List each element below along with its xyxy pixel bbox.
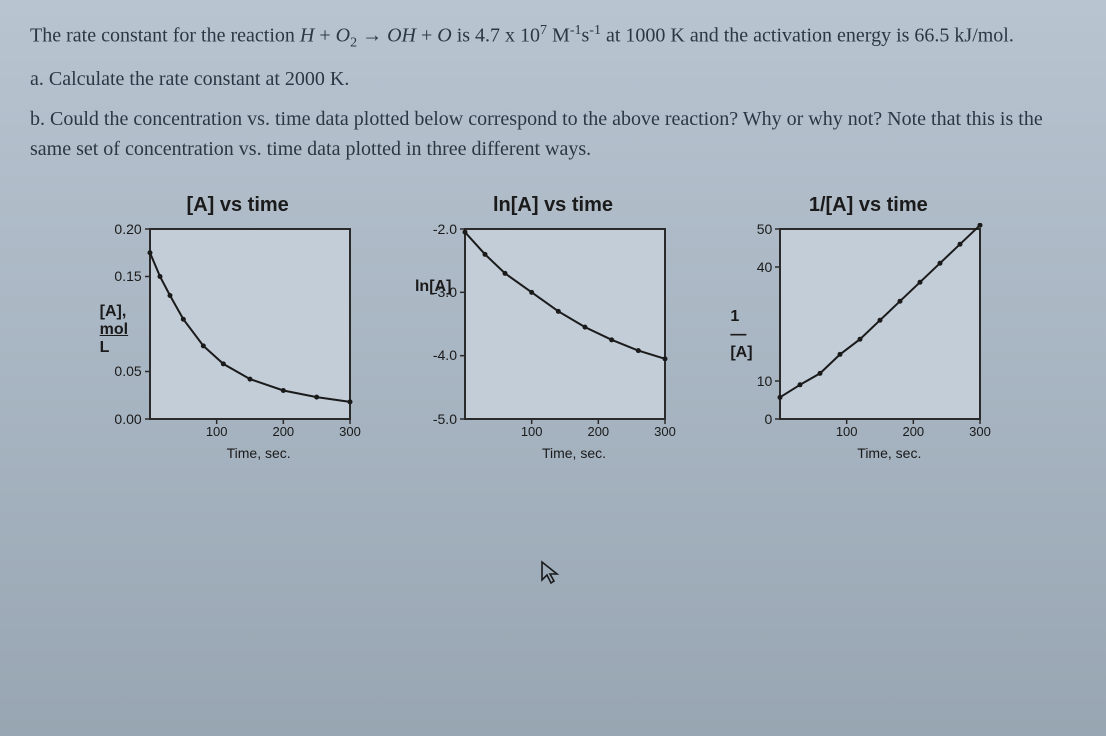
svg-text:100: 100 xyxy=(205,424,227,439)
chart-2: 1/[A] vs time 1—[A] 0 10 40 50 100 200 300 Time, … xyxy=(733,194,1003,461)
svg-text:100: 100 xyxy=(836,424,858,439)
svg-text:200: 200 xyxy=(903,424,925,439)
chart-title: 1/[A] vs time xyxy=(809,194,928,217)
charts-row: [A] vs time[A],molL0.000.050.150.2010020… xyxy=(30,194,1076,461)
svg-text:100: 100 xyxy=(521,424,543,439)
svg-text:200: 200 xyxy=(587,424,609,439)
ytick-label: -5.0 xyxy=(433,411,457,427)
chart-plot-area: ln[A]-5.0-4.0-3.0-2.0100200300 xyxy=(423,223,683,443)
ytick-label: 0.05 xyxy=(114,363,141,379)
x-axis-label: Time, sec. xyxy=(857,445,921,461)
problem-part-b: b. Could the concentration vs. time data… xyxy=(30,104,1076,164)
cursor-icon xyxy=(540,560,560,586)
ytick-label: -2.0 xyxy=(433,221,457,237)
y-axis-label: [A],molL xyxy=(100,303,128,357)
ytick-label: 10 xyxy=(757,373,773,389)
problem-intro: The rate constant for the reaction H + O… xyxy=(30,20,1076,54)
chart-plot-area: [A],molL0.000.050.150.20100200300 xyxy=(108,223,368,443)
chart-plot-area: 1—[A]0104050100200300 xyxy=(738,223,998,443)
svg-text:300: 300 xyxy=(654,424,676,439)
ytick-label: 0 xyxy=(765,411,773,427)
ytick-label: 0.00 xyxy=(114,411,141,427)
ytick-label: 40 xyxy=(757,259,773,275)
x-axis-label: Time, sec. xyxy=(542,445,606,461)
chart-title: ln[A] vs time xyxy=(493,194,613,217)
svg-text:200: 200 xyxy=(272,424,294,439)
chart-1: ln[A] vs timeln[A]-5.0-4.0-3.0-2.0100200… xyxy=(418,194,688,461)
ytick-label: 0.15 xyxy=(114,268,141,284)
ytick-label: 50 xyxy=(757,221,773,237)
problem-part-a: a. Calculate the rate constant at 2000 K… xyxy=(30,64,1076,94)
ytick-label: -3.0 xyxy=(433,284,457,300)
ytick-label: -4.0 xyxy=(433,347,457,363)
svg-text:300: 300 xyxy=(339,424,361,439)
chart-0: [A] vs time [A],molL 0.00 0.05 0.15 0.20 100 20… xyxy=(103,194,373,461)
svg-text:300: 300 xyxy=(969,424,991,439)
y-axis-label: 1—[A] xyxy=(730,308,752,362)
ytick-label: 0.20 xyxy=(114,221,141,237)
x-axis-label: Time, sec. xyxy=(227,445,291,461)
chart-title: [A] vs time xyxy=(187,194,289,217)
